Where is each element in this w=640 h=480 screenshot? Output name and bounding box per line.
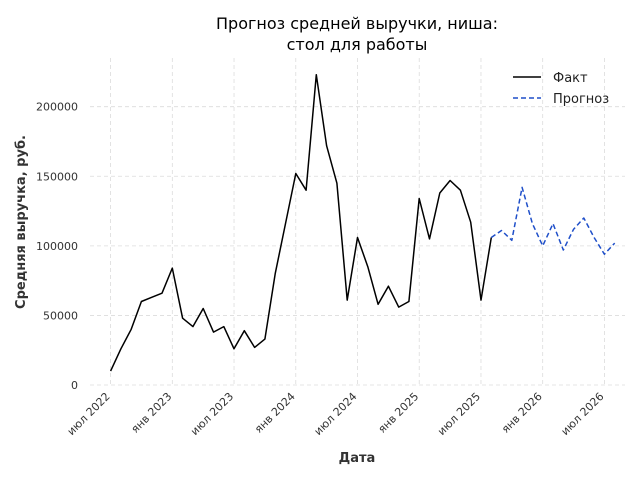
x-tick-label: июл 2023	[188, 390, 236, 438]
x-axis-label: Дата	[339, 451, 376, 466]
grid	[90, 58, 625, 386]
y-axis-label: Средняя выручка, руб.	[14, 135, 29, 309]
legend: Факт Прогноз	[513, 71, 609, 107]
chart-title-line2: стол для работы	[287, 35, 428, 54]
x-tick-label: июл 2026	[559, 390, 607, 438]
legend-label-forecast: Прогноз	[553, 92, 609, 107]
y-axis-ticks: 0 50000 100000 150000 200000	[36, 101, 78, 392]
y-tick-label: 50000	[43, 309, 78, 322]
chart-title-line1: Прогноз средней выручки, ниша:	[216, 14, 498, 33]
x-tick-label: янв 2023	[129, 390, 175, 436]
x-tick-label: июл 2024	[312, 390, 360, 438]
series-lines	[109, 73, 616, 372]
x-tick-label: янв 2024	[252, 390, 298, 436]
x-tick-label: июл 2022	[65, 390, 113, 438]
series-line-fact	[109, 73, 493, 372]
legend-label-fact: Факт	[553, 71, 588, 86]
x-tick-label: июл 2025	[435, 390, 483, 438]
x-tick-label: янв 2026	[499, 390, 545, 436]
x-axis-ticks: июл 2022 янв 2023 июл 2023 янв 2024 июл 2024…	[65, 390, 607, 438]
y-tick-label: 200000	[36, 101, 78, 114]
series-line-forecast	[490, 186, 616, 255]
y-tick-label: 0	[71, 379, 78, 392]
y-tick-label: 100000	[36, 240, 78, 253]
y-tick-label: 150000	[36, 170, 78, 183]
x-tick-label: янв 2025	[376, 390, 422, 436]
